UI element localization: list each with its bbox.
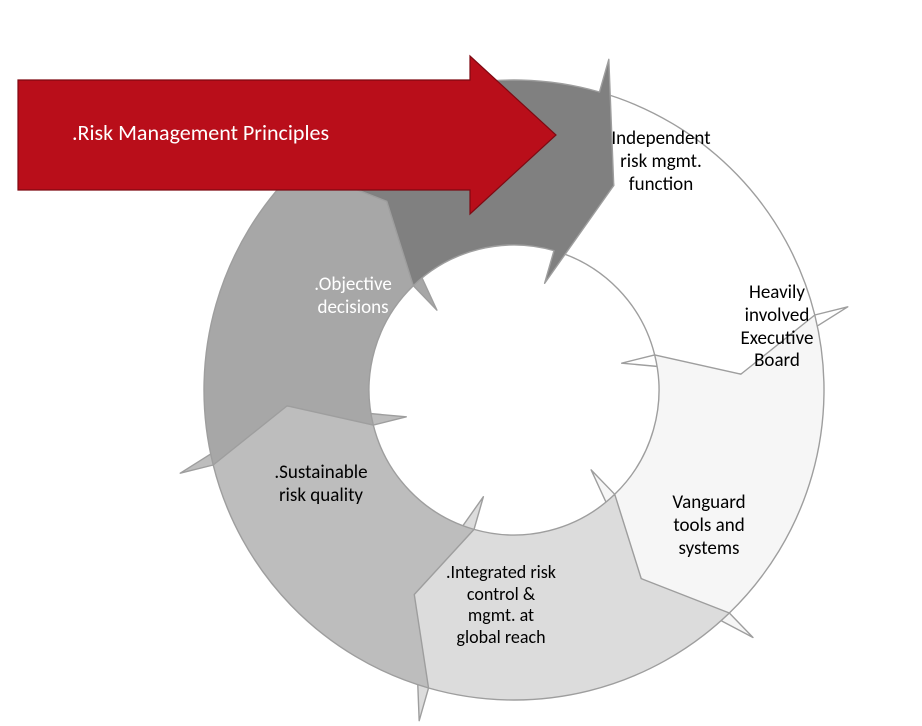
cycle-diagram-svg — [0, 0, 922, 726]
diagram-stage: Independent risk mgmt. functionHeavily i… — [0, 0, 922, 726]
hero-arrow — [18, 56, 556, 214]
hero-arrow-shape — [18, 56, 556, 214]
